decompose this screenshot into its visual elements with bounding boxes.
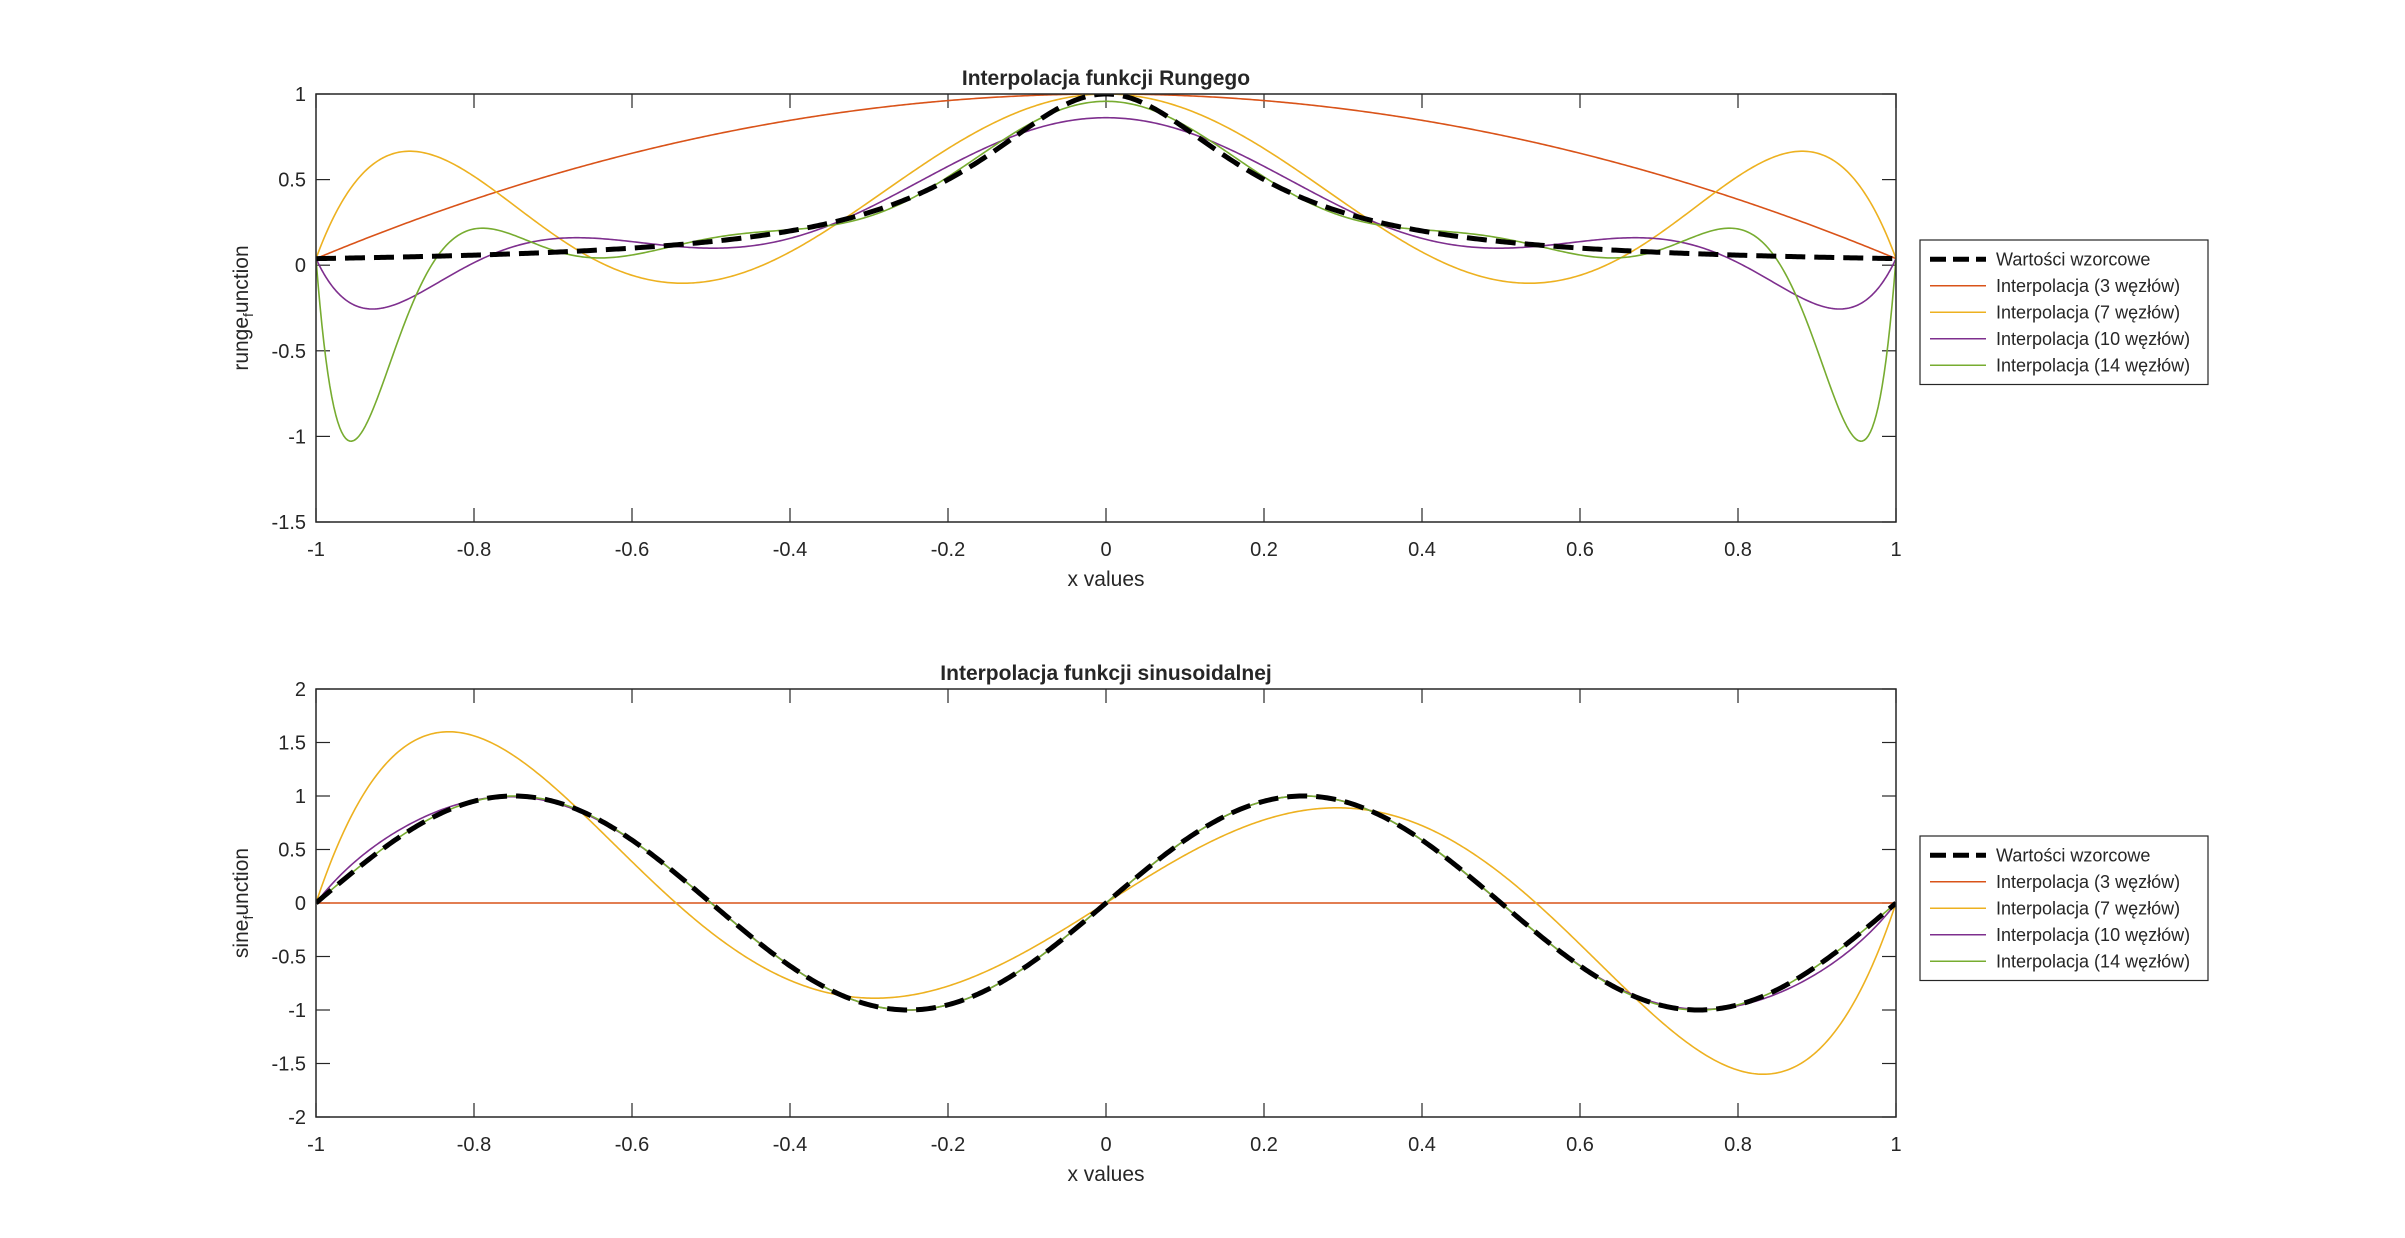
y-axis-label: sinefunction xyxy=(230,848,256,958)
x-tick-label: -0.8 xyxy=(457,539,491,561)
plot-area xyxy=(316,730,1896,1076)
series-line-3-nodes xyxy=(316,94,1896,260)
x-axis: -1 -0.8 -0.6 -0.4 -0.2 0 0.2 0.4 0.6 0.8 1 xyxy=(307,689,1902,1156)
legend-label: Interpolacja (3 węzłów) xyxy=(1996,872,2180,892)
x-tick-label: -0.6 xyxy=(615,1134,649,1156)
x-tick-label: 0.8 xyxy=(1724,1134,1752,1156)
legend-label: Wartości wzorcowe xyxy=(1996,845,2150,865)
y-axis-label: rungefunction xyxy=(230,245,256,370)
y-tick-label: 0 xyxy=(295,255,306,277)
series-line-reference xyxy=(316,94,1896,262)
y-tick-label: 1 xyxy=(295,786,306,808)
x-tick-label: 0.8 xyxy=(1724,539,1752,561)
y-tick-label: -1.5 xyxy=(272,1054,306,1076)
x-tick-label: 0.6 xyxy=(1566,1134,1594,1156)
axes-box xyxy=(315,688,1897,1118)
x-axis-label: x values xyxy=(1067,568,1144,591)
x-tick-label: 0.2 xyxy=(1250,539,1278,561)
y-axis-label-sub: f xyxy=(240,313,256,317)
y-axis-label-base: sine xyxy=(230,920,253,959)
chart-title: Interpolacja funkcji Rungego xyxy=(962,67,1250,90)
series-line-10-nodes xyxy=(316,116,1896,310)
y-tick-label: 1.5 xyxy=(278,733,306,755)
x-tick-label: 0.4 xyxy=(1408,539,1436,561)
x-tick-label: 0 xyxy=(1100,1134,1111,1156)
legend-label: Interpolacja (14 węzłów) xyxy=(1996,951,2190,971)
y-tick-label: -1 xyxy=(288,426,306,448)
series-line-14-nodes xyxy=(316,100,1896,442)
x-tick-label: -0.6 xyxy=(615,539,649,561)
y-tick-label: -0.5 xyxy=(272,341,306,363)
y-axis-label-rest: unction xyxy=(230,848,253,916)
y-tick-label: -0.5 xyxy=(272,947,306,969)
y-tick-label: 1 xyxy=(295,84,306,106)
legend-label: Interpolacja (3 węzłów) xyxy=(1996,276,2180,296)
legend-label: Interpolacja (14 węzłów) xyxy=(1996,355,2190,375)
legend-label: Interpolacja (7 węzłów) xyxy=(1996,898,2180,918)
x-tick-label: -1 xyxy=(307,539,325,561)
chart-sine: Interpolacja funkcji sinusoidalnej x val… xyxy=(230,662,2209,1186)
y-tick-label: 0 xyxy=(295,893,306,915)
axes-box xyxy=(315,93,1897,523)
x-tick-label: 0.4 xyxy=(1408,1134,1436,1156)
x-tick-label: 0.6 xyxy=(1566,539,1594,561)
y-tick-label: -1 xyxy=(288,1000,306,1022)
y-tick-label: 0.5 xyxy=(278,840,306,862)
chart-title: Interpolacja funkcji sinusoidalnej xyxy=(940,662,1271,685)
x-tick-label: 1 xyxy=(1890,539,1901,561)
x-tick-label: -0.8 xyxy=(457,1134,491,1156)
series-line-reference xyxy=(316,793,1896,1013)
y-tick-label: -1.5 xyxy=(272,512,306,534)
legend[interactable]: Wartości wzorcowe Interpolacja (3 węzłów)… xyxy=(1919,835,2209,982)
y-axis-label-base: runge xyxy=(230,317,253,371)
x-tick-label: -0.2 xyxy=(931,539,965,561)
y-axis: -2 -1.5 -1 -0.5 0 0.5 1 1.5 2 xyxy=(272,679,1896,1129)
x-tick-label: 0 xyxy=(1100,539,1111,561)
y-tick-label: 2 xyxy=(295,679,306,701)
plot-area xyxy=(316,94,1896,442)
y-tick-label: -2 xyxy=(288,1107,306,1129)
legend-label: Interpolacja (10 węzłów) xyxy=(1996,925,2190,945)
y-axis-label-sub: f xyxy=(240,916,256,920)
x-tick-label: -0.4 xyxy=(773,539,807,561)
x-tick-label: 0.2 xyxy=(1250,1134,1278,1156)
x-tick-label: -1 xyxy=(307,1134,325,1156)
x-tick-label: -0.4 xyxy=(773,1134,807,1156)
y-tick-label: 0.5 xyxy=(278,170,306,192)
legend-label: Interpolacja (10 węzłów) xyxy=(1996,329,2190,349)
y-axis: -1.5 -1 -0.5 0 0.5 1 xyxy=(272,84,1896,534)
x-axis: -1 -0.8 -0.6 -0.4 -0.2 0 0.2 0.4 0.6 0.8 1 xyxy=(307,94,1902,561)
legend[interactable]: Wartości wzorcowe Interpolacja (3 węzłów)… xyxy=(1919,239,2209,386)
chart-runge: Interpolacja funkcji Rungego x values ru… xyxy=(230,67,2209,591)
legend-label: Interpolacja (7 węzłów) xyxy=(1996,302,2180,322)
x-tick-label: 1 xyxy=(1890,1134,1901,1156)
y-axis-label-rest: unction xyxy=(230,245,253,313)
legend-label: Wartości wzorcowe xyxy=(1996,249,2150,269)
x-axis-label: x values xyxy=(1067,1163,1144,1186)
x-tick-label: -0.2 xyxy=(931,1134,965,1156)
